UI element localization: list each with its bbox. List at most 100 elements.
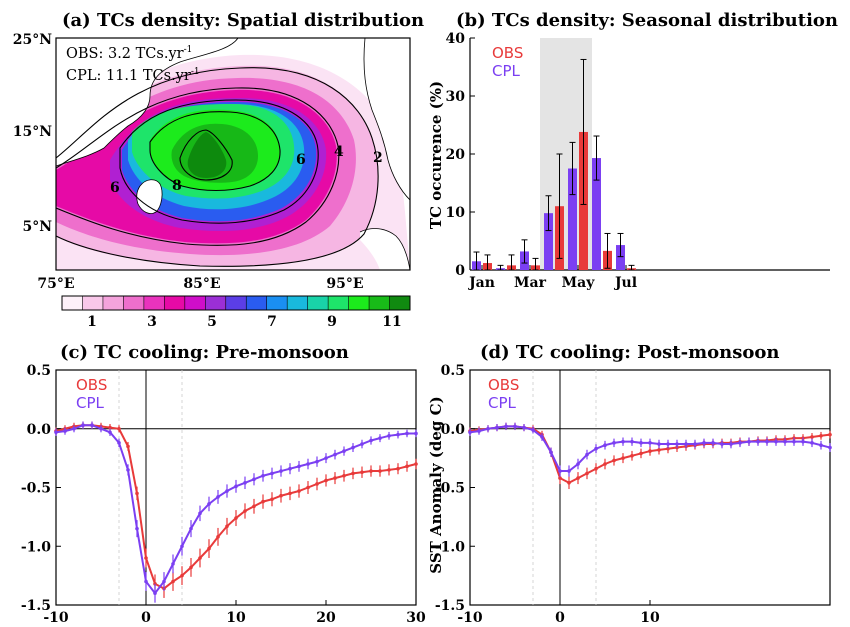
cpl-point — [54, 430, 58, 435]
cpl-point — [738, 441, 742, 445]
cpl-point — [324, 456, 328, 460]
obs-point — [126, 444, 130, 449]
cpl-point — [522, 425, 526, 430]
obs-point — [252, 504, 256, 509]
y-tick-label: 0.5 — [27, 363, 51, 379]
cpl-point — [387, 434, 391, 438]
lat-tick-label: 25°N — [13, 32, 52, 48]
coastline-malaysia — [359, 228, 410, 270]
cpl-point — [180, 544, 184, 549]
panel-c: (c) TC cooling: Pre-monsoon 0.5 0.0 -0.5 -1… — [21, 342, 426, 626]
cpl-point — [621, 439, 625, 444]
obs-point — [405, 464, 409, 469]
density-map — [56, 38, 410, 270]
obs-point — [171, 579, 175, 584]
cpl-point — [378, 436, 382, 440]
x-tick-label: 10 — [640, 610, 660, 626]
cpl-point — [504, 424, 508, 429]
panel-d: (d) TC cooling: Post-monsoon 0.5 0.0 -0.5 -… — [427, 342, 832, 626]
contour-line-4 — [56, 87, 340, 246]
density-band-11 — [187, 132, 227, 178]
lon-tick-label: 75°E — [37, 276, 74, 292]
x-tick-label: Jul — [613, 275, 637, 291]
cpl-point — [279, 469, 283, 473]
obs-point — [612, 458, 616, 463]
y-tick-label: 40 — [446, 31, 466, 47]
obs-point — [288, 491, 292, 496]
colorbar-tick-label: 9 — [327, 314, 337, 330]
obs-point — [198, 556, 202, 560]
cpl-point — [558, 469, 562, 473]
cpl-point — [648, 441, 652, 445]
cpl-point — [315, 459, 319, 464]
cpl-point — [711, 441, 715, 445]
obs-point — [666, 446, 670, 451]
cpl-bar — [568, 168, 577, 270]
obs-point — [342, 473, 346, 478]
cpl-point — [495, 425, 499, 430]
cpl-point — [189, 526, 193, 531]
panel-b-title: (b) TCs density: Seasonal distribution — [456, 10, 838, 31]
cpl-point — [126, 468, 130, 472]
cpl-point — [657, 442, 661, 446]
x-tick-label: Mar — [514, 275, 547, 291]
cpl-point — [108, 430, 112, 435]
colorbar-tick-label: 11 — [382, 314, 401, 330]
cpl-point — [405, 431, 409, 436]
colorbar-swatch — [348, 296, 370, 310]
cpl-point — [360, 442, 364, 446]
cpl-point — [585, 452, 589, 457]
contour-label: 2 — [373, 150, 383, 166]
obs-point — [180, 573, 184, 578]
cpl-point — [666, 442, 670, 446]
cpl-bar — [616, 245, 625, 270]
obs-point — [324, 478, 328, 483]
cpl-point — [342, 449, 346, 453]
obs-point — [279, 493, 283, 498]
colorbar-swatch — [102, 296, 124, 310]
cpl-point — [117, 441, 121, 445]
obs-point — [810, 435, 814, 439]
x-tick-label: May — [562, 275, 596, 291]
colorbar-swatch — [62, 296, 83, 310]
coastline-sri-lanka — [136, 179, 163, 214]
cpl-point — [297, 464, 301, 469]
cpl-point — [612, 441, 616, 445]
coastline — [56, 38, 239, 167]
cpl-point — [729, 442, 733, 446]
colorbar-tick-label: 7 — [267, 314, 277, 330]
x-tick-label: -10 — [457, 610, 483, 626]
colorbar-labels: 1 3 5 7 9 11 — [87, 314, 402, 330]
cpl-point — [99, 426, 103, 431]
contour-label: 6 — [110, 180, 120, 196]
legend-cpl: CPL — [488, 394, 517, 412]
obs-point — [234, 516, 238, 520]
obs-point — [360, 470, 364, 475]
cpl-point — [270, 471, 274, 476]
legend-obs: OBS — [488, 376, 519, 394]
obs-point — [387, 468, 391, 472]
cpl-point — [828, 445, 832, 450]
panel-d-title: (d) TC cooling: Post-monsoon — [480, 342, 779, 363]
cpl-rate-annotation: CPL: 11.1 TCs.yr-1 — [66, 67, 200, 84]
legend-obs: OBS — [492, 44, 523, 62]
x-tick-label: 20 — [316, 610, 336, 626]
y-tick-label: 0.0 — [27, 422, 52, 438]
obs-point — [351, 471, 355, 476]
cpl-point — [576, 462, 580, 466]
land-malaysia — [360, 228, 410, 270]
x-tick-label: -10 — [43, 610, 69, 626]
obs-point — [369, 469, 373, 473]
obs-point — [306, 485, 310, 490]
plot-frame — [469, 369, 831, 606]
lat-tick-label: 5°N — [22, 219, 52, 235]
cpl-point — [792, 439, 796, 444]
colorbar-frame — [61, 295, 411, 311]
cpl-point — [801, 439, 805, 444]
lat-tick-label: 15°N — [13, 124, 52, 140]
cpl-point — [198, 511, 202, 516]
x-tick-label: Jan — [467, 275, 495, 291]
colorbar-tick-label: 5 — [207, 314, 217, 330]
